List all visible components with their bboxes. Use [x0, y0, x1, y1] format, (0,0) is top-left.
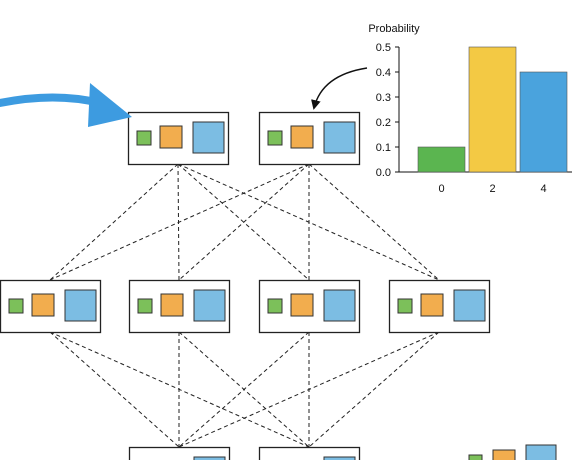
- connection-lines: [49, 163, 440, 448]
- edge-t2-m2: [178, 163, 310, 281]
- green-square-icon: [137, 298, 153, 314]
- x-tick-label: 0: [438, 183, 444, 195]
- x-tick-label: 2: [489, 183, 495, 195]
- green-square-icon: [267, 130, 283, 146]
- green-square-icon: [136, 130, 152, 146]
- y-tick-label: 0.1: [376, 142, 391, 154]
- blue-square-icon: [192, 121, 225, 154]
- node-t2: [258, 111, 361, 166]
- blue-square-icon: [193, 456, 226, 460]
- blue-square-icon: [453, 289, 486, 322]
- node-m1: [0, 279, 102, 334]
- edge-m4-b2: [308, 331, 440, 448]
- blue-square-icon: [525, 444, 557, 460]
- node-m3: [258, 279, 361, 334]
- orange-square-icon: [420, 293, 444, 317]
- chart-title: Probability: [368, 23, 420, 35]
- node-b2: [258, 446, 361, 460]
- orange-square-icon: [160, 293, 184, 317]
- y-tick-label: 0.4: [376, 67, 391, 79]
- blue-square-icon: [323, 289, 356, 322]
- orange-square-icon: [290, 293, 314, 317]
- blue-square-icon: [64, 289, 97, 322]
- layer-nodes: [0, 111, 491, 460]
- y-tick-label: 0.2: [376, 117, 391, 129]
- blue-square-icon: [193, 289, 226, 322]
- node-m2: [128, 279, 231, 334]
- edge-t2-m4: [308, 163, 440, 281]
- node-m4: [388, 279, 491, 334]
- y-tick-label: 0.0: [376, 167, 391, 179]
- orange-square-icon: [31, 293, 55, 317]
- edge-m4-b1: [178, 331, 440, 448]
- big-arrow-icon: [0, 83, 132, 127]
- blue-square-icon: [323, 121, 356, 154]
- node-b1: [128, 446, 231, 460]
- node-t1: [127, 111, 230, 166]
- green-square-icon: [267, 298, 283, 314]
- green-square-icon: [397, 298, 413, 314]
- orange-square-icon: [492, 449, 516, 460]
- probability-chart: Probability 0.0 0.1 0.2 0.3 0.4 0.5 0 2 4: [368, 23, 572, 195]
- bar-4: [519, 71, 568, 173]
- blue-square-icon: [323, 456, 356, 460]
- orange-square-icon: [159, 125, 183, 149]
- bar-2: [468, 46, 517, 173]
- curved-arrow-icon: [311, 67, 368, 110]
- green-square-icon: [468, 454, 483, 460]
- y-tick-label: 0.5: [376, 42, 391, 54]
- legend-item-icons: [468, 444, 557, 460]
- x-tick-label: 4: [540, 183, 546, 195]
- orange-square-icon: [290, 125, 314, 149]
- green-square-icon: [8, 298, 24, 314]
- bar-0: [417, 146, 466, 173]
- y-tick-label: 0.3: [376, 92, 391, 104]
- edge-m1-b1: [49, 331, 180, 448]
- edge-t1-m1: [49, 163, 179, 281]
- edge-t2-m1: [49, 163, 310, 281]
- edge-m3-b1: [178, 331, 310, 448]
